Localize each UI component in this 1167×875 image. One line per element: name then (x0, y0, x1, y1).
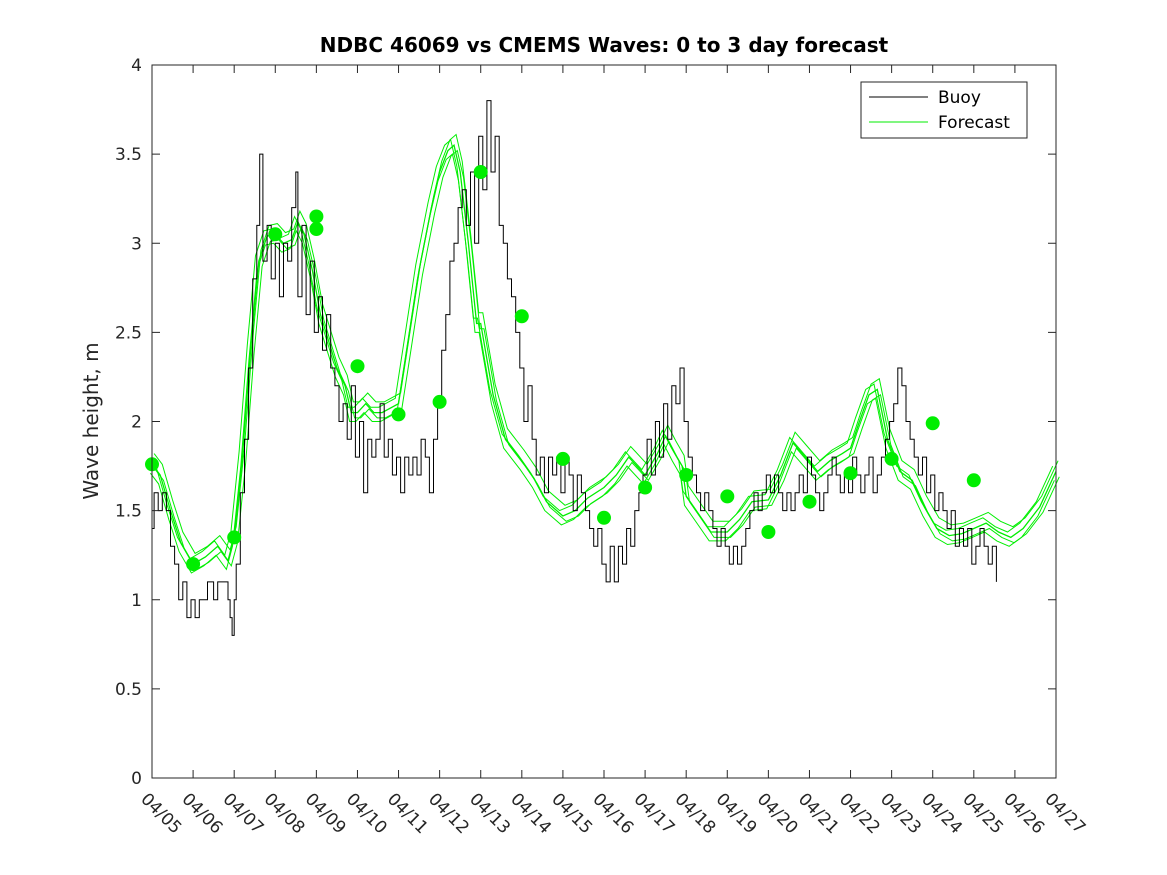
forecast-marker (227, 530, 242, 545)
y-tick-label: 2 (131, 413, 142, 433)
forecast-marker (925, 416, 940, 431)
y-tick-label: 1 (131, 591, 142, 611)
legend-box (860, 81, 1028, 139)
plot-area (145, 100, 1060, 636)
chart-title: NDBC 46069 vs CMEMS Waves: 0 to 3 day fo… (320, 33, 889, 57)
forecast-marker (843, 466, 858, 481)
forecast-marker (720, 489, 735, 504)
forecast-marker (802, 494, 817, 509)
forecast-line (151, 143, 1057, 565)
forecast-marker (555, 451, 570, 466)
legend-forecast-label: Forecast (938, 113, 1010, 133)
y-tick-label: 0 (131, 769, 142, 789)
forecast-marker (638, 480, 653, 495)
y-tick-label: 3 (131, 234, 142, 254)
forecast-marker (350, 359, 365, 374)
buoy-line (152, 100, 997, 636)
forecast-marker (966, 473, 981, 488)
legend: Buoy Forecast (860, 81, 1028, 139)
forecast-marker (761, 525, 776, 539)
forecast-marker (884, 451, 899, 466)
y-tick-label: 1.5 (115, 502, 142, 522)
forecast-ensemble-line (153, 133, 1059, 555)
forecast-marker (597, 510, 611, 525)
y-axis: 0 0.5 1 1.5 2 2.5 3 3.5 4 (115, 56, 1056, 789)
forecast-marker (391, 407, 406, 422)
forecast-marker (432, 394, 447, 409)
forecast-marker (309, 209, 324, 224)
forecast-marker (268, 227, 283, 242)
y-tick-label: 2.5 (115, 323, 142, 343)
y-axis-label: Wave height, m (79, 342, 103, 499)
legend-buoy-label: Buoy (938, 88, 981, 108)
forecast-marker (309, 222, 324, 236)
forecast-marker (473, 165, 488, 179)
y-tick-label: 4 (131, 56, 142, 76)
forecast-marker (514, 309, 529, 324)
forecast-marker (186, 557, 201, 572)
forecast-marker (679, 468, 694, 482)
y-tick-label: 3.5 (115, 145, 142, 165)
y-tick-label: 0.5 (115, 680, 142, 700)
